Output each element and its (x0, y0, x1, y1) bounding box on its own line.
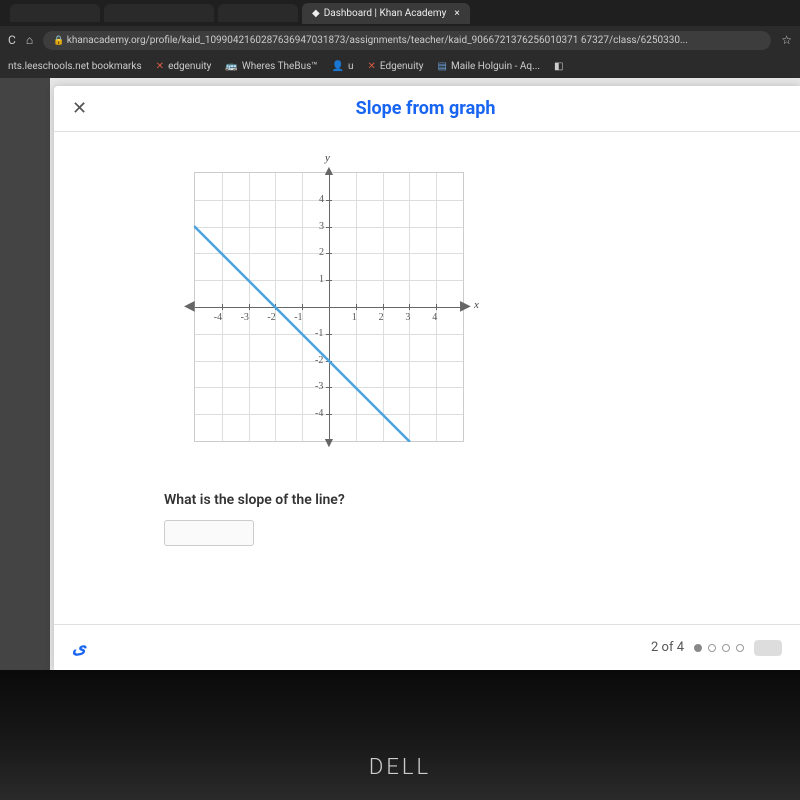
modal-title: Slope from graph (107, 98, 744, 119)
lock-icon: 🔒 (53, 36, 64, 46)
home-icon[interactable]: ⌂ (26, 33, 33, 47)
url-input[interactable]: 🔒 khanacademy.org/profile/kaid_109904216… (43, 31, 771, 50)
modal-body: y x -4-4-3-3-2-2-1-111223344 ▲ ▼ ◀ ▶ Wha… (54, 132, 800, 624)
browser-tab[interactable] (104, 4, 214, 22)
progress-dots (694, 644, 744, 652)
edgenuity-icon: ✕ (156, 61, 164, 72)
check-button[interactable] (754, 640, 782, 656)
streak-icon: ى (72, 637, 86, 658)
modal-header: ✕ Slope from graph (54, 86, 800, 132)
tab-close-icon[interactable]: × (454, 8, 459, 19)
graph-grid: -4-4-3-3-2-2-1-111223344 (194, 172, 464, 442)
user-icon: 👤 (332, 61, 344, 72)
exercise-modal: ✕ Slope from graph y x -4-4-3-3-2-2-1-11… (54, 86, 800, 670)
arrow-down-icon: ▼ (322, 434, 336, 451)
browser-url-bar: C ⌂ 🔒 khanacademy.org/profile/kaid_10990… (0, 26, 800, 54)
generic-icon: ◧ (554, 61, 563, 72)
dell-logo: DELL (369, 755, 431, 780)
x-axis-label: x (474, 299, 479, 311)
question-text: What is the slope of the line? (164, 492, 730, 508)
bookmark-item[interactable]: 🚌 Wheres TheBus™ (225, 61, 317, 72)
khan-logo-icon: ◆ (312, 8, 320, 19)
bus-icon: 🚌 (225, 61, 237, 72)
browser-tab-active[interactable]: ◆ Dashboard | Khan Academy × (302, 3, 470, 24)
graph: y x -4-4-3-3-2-2-1-111223344 ▲ ▼ ◀ ▶ (164, 152, 474, 472)
doc-icon: ▤ (438, 61, 447, 72)
bookmark-label: edgenuity (168, 61, 211, 72)
laptop-bezel: DELL (0, 670, 800, 800)
app-area: ✕ Slope from graph y x -4-4-3-3-2-2-1-11… (0, 78, 800, 670)
bookmark-item[interactable]: nts.leeschools.net bookmarks (8, 61, 142, 72)
bookmark-item[interactable]: ✕ Edgenuity (368, 61, 424, 72)
arrow-left-icon: ◀ (184, 298, 195, 314)
modal-footer: ى 2 of 4 (54, 624, 800, 670)
bookmark-label: Wheres TheBus™ (242, 61, 318, 72)
arrow-up-icon: ▲ (322, 162, 336, 179)
left-sidebar (0, 78, 50, 670)
bookmark-item[interactable]: ◧ (554, 61, 563, 72)
bookmark-item[interactable]: 👤 u (332, 61, 354, 72)
browser-tab[interactable] (10, 4, 100, 22)
progress-text: 2 of 4 (651, 640, 684, 655)
edgenuity-icon: ✕ (368, 61, 376, 72)
url-text: khanacademy.org/profile/kaid_10990421602… (67, 35, 688, 46)
browser-tab[interactable] (218, 4, 298, 22)
bookmark-label: nts.leeschools.net bookmarks (8, 61, 142, 72)
bookmark-label: Maile Holguin - Aq... (451, 61, 540, 72)
browser-tab-bar: ◆ Dashboard | Khan Academy × (0, 0, 800, 26)
bookmark-item[interactable]: ▤ Maile Holguin - Aq... (438, 61, 540, 72)
bookmark-label: u (348, 61, 354, 72)
reload-icon[interactable]: C (8, 33, 16, 47)
bookmark-label: Edgenuity (380, 61, 424, 72)
arrow-right-icon: ▶ (460, 298, 471, 314)
bookmark-star-icon[interactable]: ☆ (781, 33, 792, 47)
answer-input[interactable] (164, 520, 254, 546)
progress-indicator: 2 of 4 (651, 640, 782, 656)
bookmark-item[interactable]: ✕ edgenuity (156, 61, 212, 72)
close-icon[interactable]: ✕ (72, 98, 87, 119)
tab-label: Dashboard | Khan Academy (324, 8, 447, 19)
bookmarks-bar: nts.leeschools.net bookmarks ✕ edgenuity… (0, 54, 800, 78)
